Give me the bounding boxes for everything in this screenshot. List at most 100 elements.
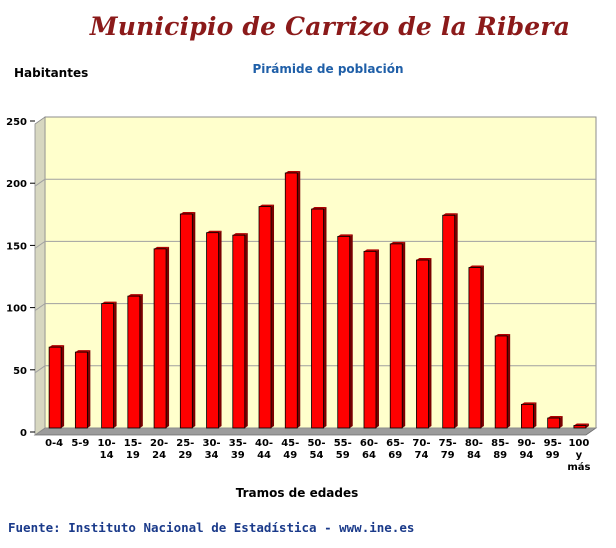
gridline-depth <box>34 303 46 312</box>
bar-front <box>573 425 587 429</box>
x-tick-label: 60-64 <box>360 438 378 461</box>
x-tick-label-line: 35- <box>229 438 247 449</box>
bar <box>521 402 537 429</box>
x-tick-label: 20-24 <box>150 438 168 461</box>
y-tick-label: 50 <box>13 366 27 377</box>
bar-side <box>480 265 484 428</box>
bar <box>442 213 458 429</box>
x-tick-label-line: 24 <box>152 450 166 461</box>
bar-top <box>180 212 196 215</box>
bar-side <box>559 416 563 428</box>
bar-front <box>468 267 482 429</box>
bar-top <box>101 301 117 304</box>
x-tick-label-line: 84 <box>467 450 481 461</box>
x-tick-label-line: 59 <box>336 450 350 461</box>
bar-top <box>259 204 275 207</box>
x-tick-label-line: 44 <box>257 450 271 461</box>
x-tick-label-line: 5-9 <box>71 438 89 449</box>
x-tick-label-line: 0-4 <box>45 438 63 449</box>
bar-top <box>127 294 143 297</box>
bar-front <box>363 250 377 429</box>
bar-front <box>206 232 219 429</box>
bar-side <box>533 402 537 428</box>
x-tick-label-line: 19 <box>126 450 140 461</box>
x-tick-label-line: 25- <box>176 438 194 449</box>
bar-side <box>87 350 91 428</box>
bar-side <box>402 241 406 428</box>
bar-front <box>74 351 88 429</box>
bar-side <box>139 294 143 428</box>
x-tick-label-line: 39 <box>231 450 245 461</box>
x-tick-label-line: 89 <box>493 450 507 461</box>
x-tick-label-line: 85- <box>491 438 509 449</box>
bar-side <box>585 423 589 428</box>
bar-front <box>284 172 298 429</box>
x-tick-label: 65-69 <box>386 438 404 461</box>
y-tick-label: 100 <box>6 304 27 315</box>
bar-front <box>311 208 324 429</box>
bar-side <box>323 207 327 428</box>
x-tick-label-line: 15- <box>124 438 142 449</box>
x-tick-label-line: 54 <box>310 450 324 461</box>
gridline-depth <box>34 240 46 249</box>
bar-front <box>101 303 114 429</box>
bar <box>311 207 327 429</box>
bar-side <box>507 333 511 428</box>
bar-top <box>311 207 327 210</box>
bar-front <box>521 403 534 429</box>
x-tick-label: 5-9 <box>71 438 89 449</box>
bar-side <box>218 230 222 428</box>
bar <box>416 258 432 429</box>
bar <box>127 294 143 429</box>
bar-side <box>349 234 353 428</box>
x-tick-label-line: 75- <box>439 438 457 449</box>
bar-side <box>113 301 117 428</box>
x-tick-label: 0-4 <box>45 438 63 449</box>
gridline-depth <box>34 365 46 374</box>
bar <box>153 246 170 429</box>
x-tick-label: 40-44 <box>255 438 273 461</box>
bar <box>232 233 248 429</box>
x-tick-label-line: 64 <box>362 450 376 461</box>
x-tick-label: 80-84 <box>465 438 483 461</box>
y-tick-label: 0 <box>20 428 27 439</box>
x-tick-label-line: 99 <box>546 450 560 461</box>
bar-front <box>232 234 246 429</box>
bar <box>389 241 406 429</box>
bar-front <box>442 214 456 429</box>
x-tick-label-line: 34 <box>205 450 219 461</box>
source-note: Fuente: Instituto Nacional de Estadístic… <box>8 520 415 535</box>
bar-top <box>154 246 170 249</box>
x-tick-label-line: 74 <box>414 450 428 461</box>
y-tick-label: 150 <box>6 241 27 252</box>
bar-top <box>390 241 406 244</box>
bar-front <box>179 213 193 429</box>
bar-top <box>285 170 301 173</box>
x-tick-label: 85-89 <box>491 438 509 461</box>
x-tick-label-line: 80- <box>465 438 483 449</box>
x-tick-label-line: 29 <box>178 450 192 461</box>
bar <box>101 301 117 429</box>
bar <box>468 265 484 429</box>
chart-title: Pirámide de población <box>252 62 404 76</box>
x-tick-label: 50-54 <box>307 438 325 461</box>
bar <box>363 249 379 429</box>
x-tick-label-line: 94 <box>519 450 533 461</box>
bar-top <box>416 258 432 261</box>
bar-front <box>547 417 561 429</box>
bar-front <box>127 295 141 429</box>
x-tick-label: 90-94 <box>517 438 535 461</box>
x-tick-label-line: y <box>576 450 583 461</box>
y-axis-label: Habitantes <box>14 66 89 80</box>
x-tick-label-line: 69 <box>388 450 402 461</box>
x-tick-label-line: 100 <box>568 438 589 449</box>
y-tick-label: 200 <box>6 179 27 190</box>
bar-front <box>258 206 272 429</box>
bar-front <box>153 248 167 429</box>
bar-top <box>49 345 65 348</box>
bar-side <box>61 345 65 428</box>
bar-top <box>442 213 458 216</box>
bar-top <box>232 233 248 236</box>
bar-front <box>416 259 429 429</box>
